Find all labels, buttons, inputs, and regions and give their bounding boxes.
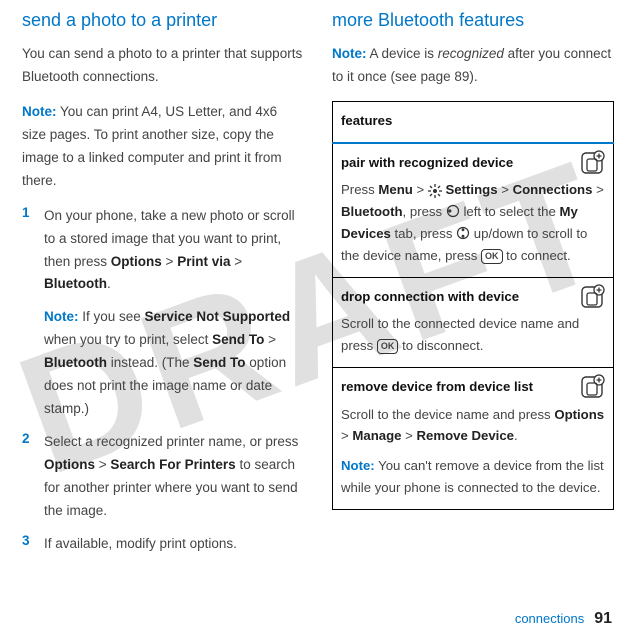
features-header: features <box>333 101 614 142</box>
bt-plus-icon <box>579 150 605 176</box>
t: . <box>107 276 111 291</box>
right-note: Note: A device is recognized after you c… <box>332 43 614 89</box>
bt-plus-icon <box>579 284 605 310</box>
right-heading: more Bluetooth features <box>332 10 614 31</box>
step-text: Select a recognized printer name, or pre… <box>44 431 304 523</box>
kw: Options <box>554 407 604 422</box>
kw: Bluetooth <box>44 355 107 370</box>
ok-key-icon: OK <box>481 249 503 264</box>
t: You can't remove a device from the list … <box>341 458 604 495</box>
note-label: Note: <box>332 46 367 61</box>
kw: Settings <box>442 182 498 197</box>
t: > <box>592 182 603 197</box>
t: Select a recognized printer name, or pre… <box>44 434 298 449</box>
t: > <box>498 182 513 197</box>
nav-updown-icon <box>456 226 470 240</box>
note-label: Note: <box>22 104 57 119</box>
t: . <box>514 428 518 443</box>
left-intro: You can send a photo to a printer that s… <box>22 43 304 89</box>
step-number: 1 <box>22 205 34 421</box>
table-row: pair with recognized device Press Menu >… <box>333 143 614 277</box>
left-heading: send a photo to a printer <box>22 10 304 31</box>
kw: Send To <box>212 332 264 347</box>
kw: Bluetooth <box>341 204 403 219</box>
t: Scroll to the device name and press <box>341 407 554 422</box>
note-label: Note: <box>44 309 79 324</box>
right-column: more Bluetooth features Note: A device i… <box>332 10 614 566</box>
kw: Options <box>111 254 162 269</box>
t: > <box>95 457 110 472</box>
t: instead. (The <box>107 355 193 370</box>
kw: Bluetooth <box>44 276 107 291</box>
step-1: 1 On your phone, take a new photo or scr… <box>22 205 304 421</box>
note-label: Note: <box>341 458 375 473</box>
kw: Print via <box>177 254 230 269</box>
left-note: Note: You can print A4, US Letter, and 4… <box>22 101 304 193</box>
step-subnote: Note: If you see Service Not Supported w… <box>44 306 304 421</box>
row-note: Note: You can't remove a device from the… <box>341 455 605 499</box>
bt-plus-icon <box>579 374 605 400</box>
step-number: 3 <box>22 533 34 556</box>
t: > <box>264 332 276 347</box>
kw: Service Not Supported <box>145 309 291 324</box>
row-title: remove device from device list <box>341 376 605 398</box>
kw: Options <box>44 457 95 472</box>
step-3: 3 If available, modify print options. <box>22 533 304 556</box>
step-text: If available, modify print options. <box>44 533 304 556</box>
t: , press <box>403 204 446 219</box>
nav-left-icon <box>446 204 460 218</box>
t: when you try to print, select <box>44 332 212 347</box>
features-table: features pair with recognized device Pre… <box>332 101 614 510</box>
t: If available, modify print options. <box>44 536 237 551</box>
step-number: 2 <box>22 431 34 523</box>
settings-icon <box>428 184 442 198</box>
row-title: drop connection with device <box>341 286 605 308</box>
t: > <box>230 254 242 269</box>
t: Press <box>341 182 378 197</box>
kw: Send To <box>193 355 245 370</box>
note-text: You can print A4, US Letter, and 4x6 siz… <box>22 104 282 188</box>
step-2: 2 Select a recognized printer name, or p… <box>22 431 304 523</box>
kw: Menu <box>378 182 412 197</box>
left-column: send a photo to a printer You can send a… <box>22 10 304 566</box>
ok-key-icon: OK <box>377 339 399 354</box>
t: to connect. <box>503 248 571 263</box>
step-text: On your phone, take a new photo or scrol… <box>44 205 304 421</box>
t: left to select the <box>460 204 560 219</box>
t: > <box>162 254 177 269</box>
kw: Remove Device <box>417 428 515 443</box>
t: If you see <box>79 309 145 324</box>
page-columns: send a photo to a printer You can send a… <box>0 0 628 566</box>
table-row: drop connection with device Scroll to th… <box>333 277 614 367</box>
steps-list: 1 On your phone, take a new photo or scr… <box>22 205 304 556</box>
t: > <box>341 428 352 443</box>
t: tab, press <box>391 226 456 241</box>
table-row: remove device from device list Scroll to… <box>333 367 614 509</box>
t: to disconnect. <box>398 338 483 353</box>
kw: Manage <box>352 428 401 443</box>
footer-page-number: 91 <box>594 610 612 628</box>
t: A device is <box>367 46 438 61</box>
t: > <box>413 182 428 197</box>
row-title: pair with recognized device <box>341 152 605 174</box>
kw: Search For Printers <box>110 457 235 472</box>
footer-section-label: connections <box>515 611 584 626</box>
page-footer: connections 91 <box>515 610 612 628</box>
kw: Connections <box>513 182 593 197</box>
t: > <box>401 428 416 443</box>
t: recognized <box>438 46 504 61</box>
